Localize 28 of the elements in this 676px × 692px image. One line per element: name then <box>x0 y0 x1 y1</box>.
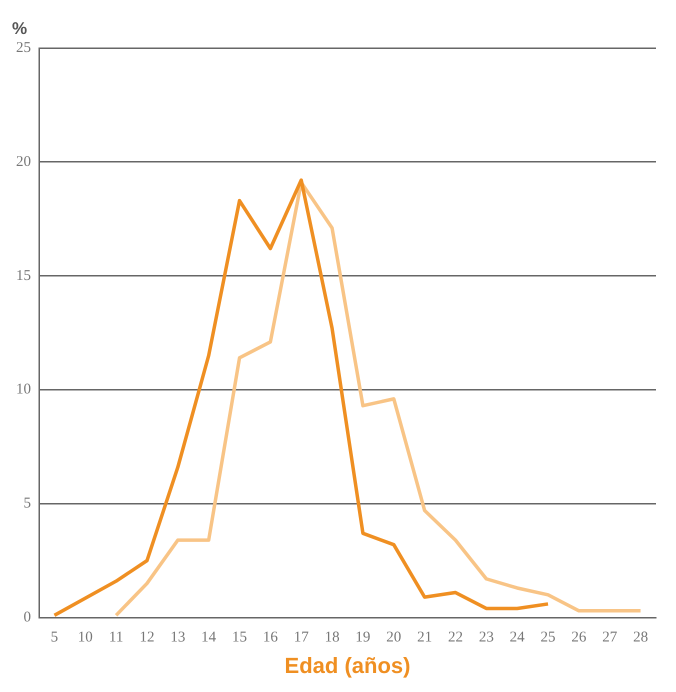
x-tick-label: 28 <box>633 630 648 646</box>
y-tick-label: 20 <box>16 154 31 170</box>
x-tick-label: 16 <box>262 630 278 646</box>
x-tick-label: 23 <box>478 630 494 646</box>
x-tick-label: 26 <box>571 630 587 646</box>
x-tick-label: 13 <box>170 630 186 646</box>
y-tick-label: 15 <box>16 268 31 284</box>
x-tick-label: 10 <box>78 630 93 646</box>
y-tick-label: 0 <box>24 610 31 626</box>
y-axis-title: % <box>12 19 28 38</box>
y-tick-label: 5 <box>24 496 31 512</box>
x-tick-label: 19 <box>355 630 370 646</box>
x-tick-label: 12 <box>139 630 154 646</box>
x-tick-label: 22 <box>448 630 463 646</box>
y-tick-label: 25 <box>16 40 31 56</box>
x-tick-label: 27 <box>602 630 618 646</box>
x-tick-label: 25 <box>540 630 556 646</box>
x-tick-label: 11 <box>108 630 124 646</box>
x-axis-title: Edad (años) <box>284 652 410 678</box>
x-tick-label: 17 <box>294 630 310 646</box>
x-tick-label: 14 <box>201 630 217 646</box>
x-tick-label: 15 <box>232 630 248 646</box>
x-tick-label: 18 <box>324 630 340 646</box>
y-tick-label: 10 <box>16 382 31 398</box>
x-tick-label: 21 <box>417 630 432 646</box>
x-tick-label: 24 <box>510 630 526 646</box>
x-tick-label: 5 <box>50 630 58 646</box>
x-tick-label: 20 <box>386 630 402 646</box>
